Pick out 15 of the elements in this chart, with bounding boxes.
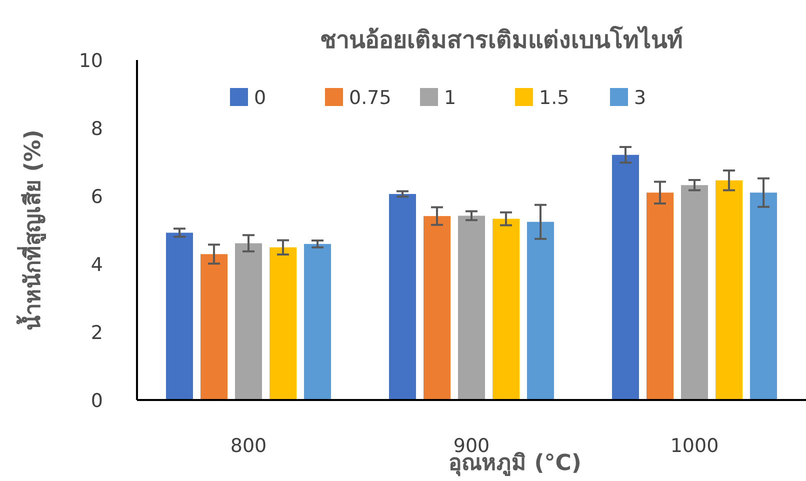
- x-tick-label: 1000: [670, 435, 719, 457]
- y-tick-label: 8: [90, 118, 103, 140]
- legend-label: 1.5: [539, 87, 570, 109]
- legend-label: 0: [254, 87, 266, 109]
- legend-label: 3: [634, 87, 646, 109]
- y-tick-label: 6: [90, 186, 103, 208]
- y-tick-label: 0: [90, 390, 103, 412]
- legend-label: 0.75: [349, 87, 392, 109]
- y-tick-label: 10: [78, 50, 103, 72]
- legend-label: 1: [444, 87, 456, 109]
- x-tick-label: 800: [230, 435, 267, 457]
- y-axis-title: น้ำหนักที่สูญเสีย (%): [16, 130, 47, 330]
- y-tick-label: 4: [90, 254, 103, 276]
- chart-title: ชานอ้อยเติมสารเติมแต่งเบนโทไนท์: [320, 25, 683, 54]
- y-tick-label: 2: [90, 322, 103, 344]
